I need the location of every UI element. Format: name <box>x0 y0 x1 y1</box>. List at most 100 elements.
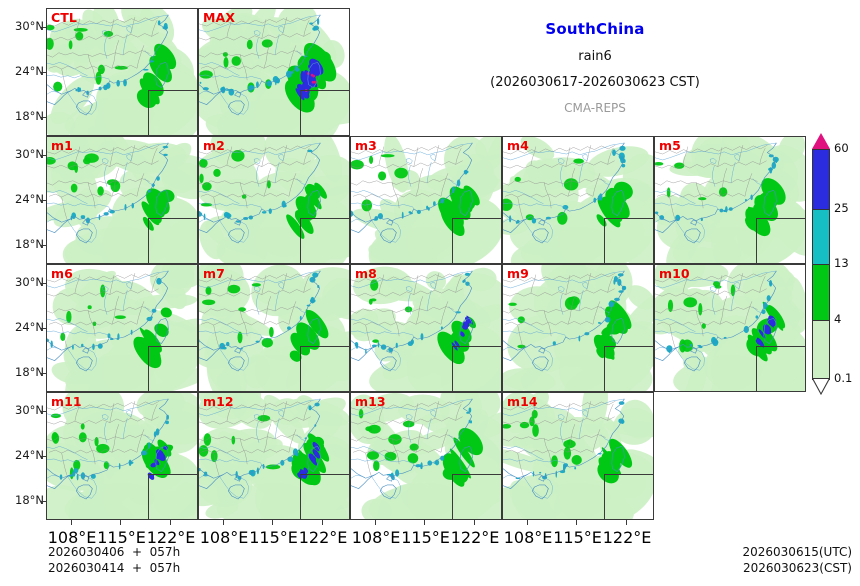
map-panel-m9[interactable]: m9 <box>502 264 654 392</box>
figure-header: SouthChina rain6 (2026030617-2026030623 … <box>435 20 755 115</box>
panel-label: MAX <box>203 10 236 25</box>
x-tick-mark <box>272 520 274 525</box>
panel-label: m9 <box>507 266 529 281</box>
map-panel-ctl[interactable]: CTL <box>46 8 198 136</box>
south-china-sea-inset <box>147 345 197 391</box>
colorbar-band <box>812 320 830 379</box>
colorbar-divider <box>812 264 830 266</box>
y-tick-mark <box>40 501 46 503</box>
map-panel-m6[interactable]: m6 <box>46 264 198 392</box>
south-china-sea-inset <box>299 89 349 135</box>
south-china-sea-inset <box>451 217 501 263</box>
panel-label: m11 <box>51 394 82 409</box>
x-tick-mark <box>321 520 323 525</box>
y-tick-mark <box>40 117 46 119</box>
south-china-sea-inset <box>299 345 349 391</box>
map-panel-m2[interactable]: m2 <box>198 136 350 264</box>
colorbar-tick-label: 4 <box>834 312 842 327</box>
y-tick-mark <box>40 245 46 247</box>
map-panel-m3[interactable]: m3 <box>350 136 502 264</box>
colorbar-tick-label: 25 <box>834 200 849 215</box>
south-china-sea-inset <box>451 345 501 391</box>
y-tick-label: 24°N <box>15 192 44 206</box>
panel-label: m13 <box>355 394 386 409</box>
init-time-cst: 2026030414 + 057h <box>48 561 181 575</box>
map-panel-m5[interactable]: m5 <box>654 136 806 264</box>
y-tick-label: 24°N <box>15 448 44 462</box>
map-panel-m13[interactable]: m13 <box>350 392 502 520</box>
footer-right: 2026030615(UTC) 2026030623(CST) <box>743 544 853 576</box>
y-tick-label: 18°N <box>15 237 44 252</box>
map-panel-m10[interactable]: m10 <box>654 264 806 392</box>
x-tick-mark <box>70 520 72 525</box>
south-china-sea-inset <box>451 473 501 519</box>
x-tick-mark <box>526 520 528 525</box>
colorbar-band <box>812 208 830 264</box>
colorbar-divider <box>812 320 830 322</box>
x-tick-label: 122°E <box>298 528 348 547</box>
x-tick-label: 115°E <box>97 528 146 547</box>
x-tick-mark <box>120 520 122 525</box>
y-tick-label: 24°N <box>15 64 44 78</box>
y-tick-mark <box>40 26 46 28</box>
y-tick-label: 24°N <box>15 320 44 334</box>
colorbar-band <box>812 264 830 321</box>
south-china-sea-inset <box>147 89 197 135</box>
colorbar-band <box>812 149 830 209</box>
x-tick-label: 115°E <box>401 528 450 547</box>
x-tick-mark <box>473 520 475 525</box>
south-china-sea-inset <box>299 217 349 263</box>
colorbar-top-arrow <box>812 133 830 149</box>
colorbar-divider <box>812 149 830 151</box>
south-china-sea-inset <box>755 345 805 391</box>
y-tick-mark <box>40 282 46 284</box>
south-china-sea-inset <box>755 217 805 263</box>
x-tick-mark <box>625 520 627 525</box>
y-tick-mark <box>40 154 46 156</box>
x-tick-mark <box>222 520 224 525</box>
model-label: CMA-REPS <box>564 101 626 115</box>
y-tick-mark <box>40 410 46 412</box>
panel-label: m3 <box>355 138 377 153</box>
footer-left: 2026030406 + 057h 2026030414 + 057h <box>48 544 180 576</box>
map-panel-m11[interactable]: m11 <box>46 392 198 520</box>
colorbar-tick-label: 13 <box>834 256 849 270</box>
panel-label: m2 <box>203 138 225 153</box>
map-panel-m14[interactable]: m14 <box>502 392 654 520</box>
period-label: (2026030617-2026030623 CST) <box>490 75 700 90</box>
figure-title: SouthChina <box>545 20 645 38</box>
panel-label: m5 <box>659 138 681 153</box>
colorbar-bottom-arrow-shape <box>812 378 830 395</box>
south-china-sea-inset <box>603 345 653 391</box>
colorbar-divider <box>812 208 830 210</box>
panel-label: m8 <box>355 266 377 281</box>
y-tick-label: 18°N <box>15 493 44 508</box>
y-tick-mark <box>40 328 46 330</box>
valid-time-utc: 2026030615(UTC) <box>742 545 853 559</box>
y-tick-mark <box>40 200 46 202</box>
x-tick-mark <box>169 520 171 525</box>
map-panel-m12[interactable]: m12 <box>198 392 350 520</box>
y-tick-label: 18°N <box>15 109 44 124</box>
x-tick-label: 108°E <box>199 528 249 547</box>
south-china-sea-inset <box>147 217 197 263</box>
south-china-sea-inset <box>299 473 349 519</box>
panel-label: m7 <box>203 266 225 281</box>
panel-label: m14 <box>507 394 538 409</box>
y-tick-label: 30°N <box>15 402 44 417</box>
map-panel-m1[interactable]: m1 <box>46 136 198 264</box>
y-tick-mark <box>40 72 46 74</box>
x-tick-label: 122°E <box>602 528 652 547</box>
map-panel-m8[interactable]: m8 <box>350 264 502 392</box>
x-tick-label: 115°E <box>249 528 298 547</box>
colorbar-tick-label: 0.1 <box>834 371 853 385</box>
map-panel-m4[interactable]: m4 <box>502 136 654 264</box>
x-tick-label: 115°E <box>553 528 602 547</box>
x-tick-mark <box>576 520 578 525</box>
map-panel-max[interactable]: MAX <box>198 8 350 136</box>
x-tick-label: 108°E <box>47 528 97 547</box>
panel-label: m1 <box>51 138 73 153</box>
map-panel-m7[interactable]: m7 <box>198 264 350 392</box>
south-china-sea-inset <box>603 217 653 263</box>
